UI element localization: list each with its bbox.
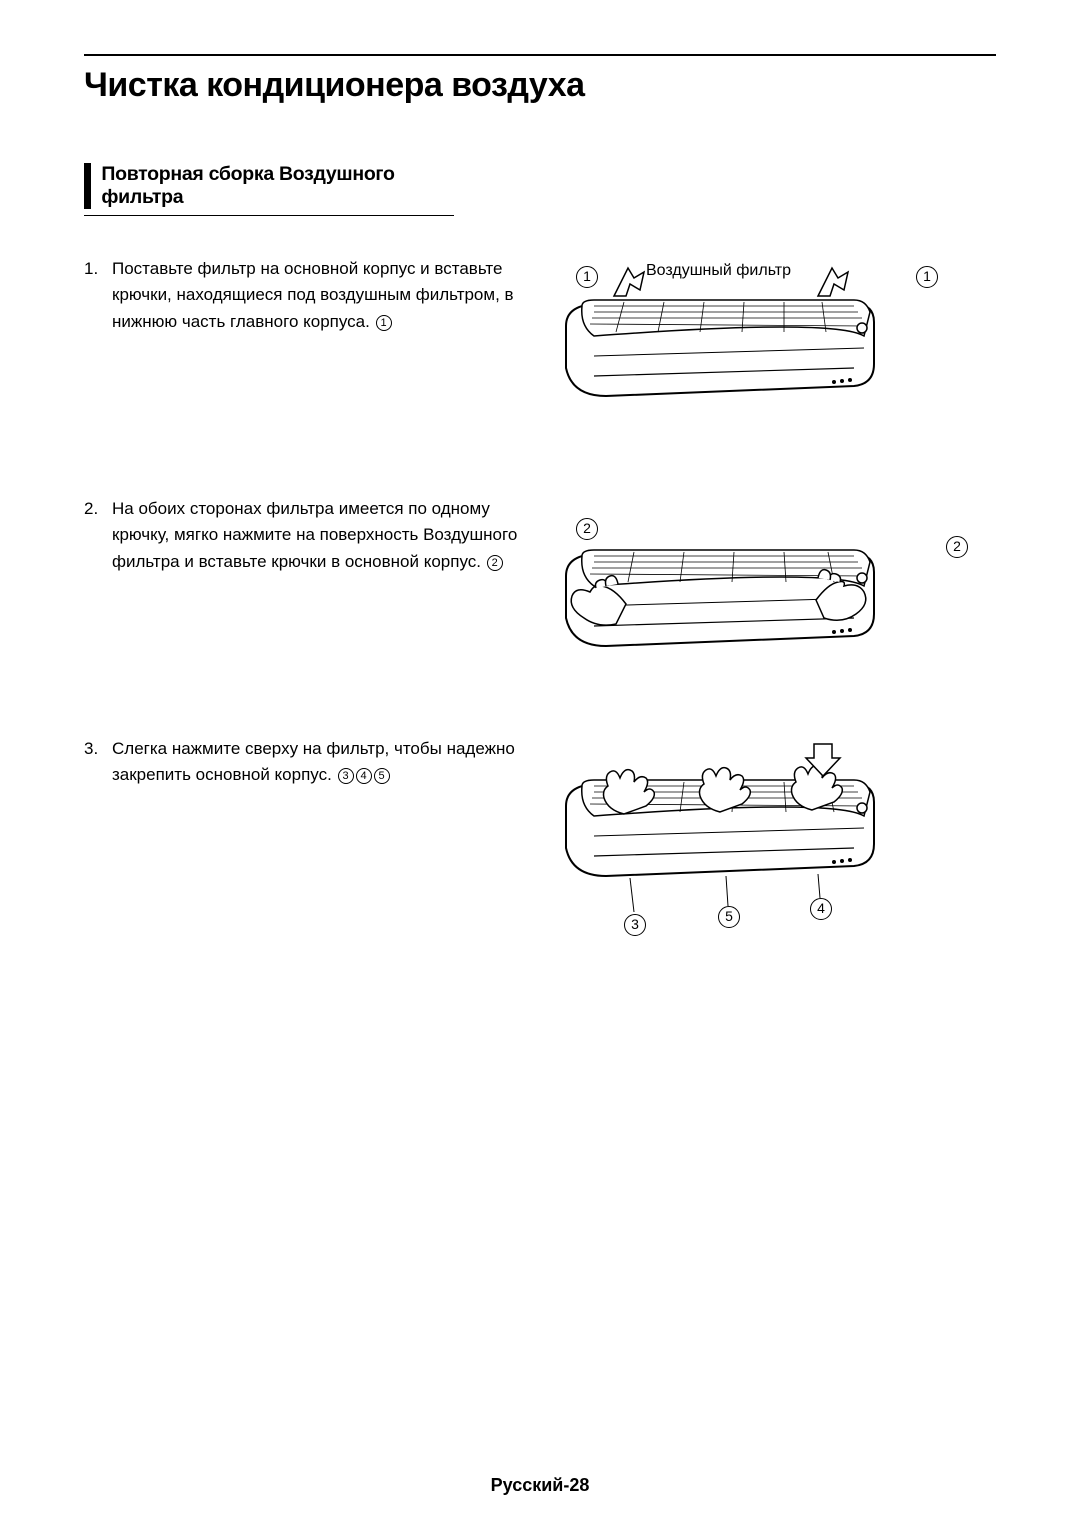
step-row-1: 1. Поставьте фильтр на основной корпус и… bbox=[84, 256, 996, 436]
step-1-number: 1. bbox=[84, 256, 112, 335]
figure-1-illustration bbox=[554, 256, 884, 426]
figure-2: 2 2 bbox=[554, 496, 996, 676]
section-bar bbox=[84, 163, 91, 209]
step-1-ref-1: 1 bbox=[376, 315, 392, 331]
step-1-text: Поставьте фильтр на основной корпус и вс… bbox=[112, 256, 534, 335]
figure-2-illustration bbox=[554, 496, 884, 666]
figure-1-mark-right: 1 bbox=[916, 266, 938, 288]
page-title: Чистка кондиционера воздуха bbox=[84, 66, 996, 105]
step-2-text: На обоих сторонах фильтра имеется по одн… bbox=[112, 496, 534, 575]
figure-2-mark-left: 2 bbox=[576, 518, 598, 540]
step-3-ref-1: 3 bbox=[338, 768, 354, 784]
page-footer: Русский-28 bbox=[0, 1475, 1080, 1496]
step-3-text: Слегка нажмите сверху на фильтр, чтобы н… bbox=[112, 736, 534, 789]
figure-1-caption: Воздушный фильтр bbox=[646, 262, 791, 280]
step-1: 1. Поставьте фильтр на основной корпус и… bbox=[84, 256, 534, 335]
step-1-body-text: Поставьте фильтр на основной корпус и вс… bbox=[112, 259, 514, 331]
step-3: 3. Слегка нажмите сверху на фильтр, чтоб… bbox=[84, 736, 534, 789]
step-2-ref-1: 2 bbox=[487, 555, 503, 571]
figure-1-mark-left: 1 bbox=[576, 266, 598, 288]
step-3-number: 3. bbox=[84, 736, 112, 789]
step-2: 2. На обоих сторонах фильтра имеется по … bbox=[84, 496, 534, 575]
section-title: Повторная сборка Воздушного фильтра bbox=[101, 163, 454, 209]
figure-1: 1 Воздушный фильтр 1 bbox=[554, 256, 996, 436]
step-2-body-text: На обоих сторонах фильтра имеется по одн… bbox=[112, 499, 517, 571]
figure-3: 3 5 4 bbox=[554, 736, 996, 956]
step-2-number: 2. bbox=[84, 496, 112, 575]
figure-2-mark-right: 2 bbox=[946, 536, 968, 558]
figure-3-leaders bbox=[554, 868, 884, 928]
step-3-ref-2: 4 bbox=[356, 768, 372, 784]
section-header: Повторная сборка Воздушного фильтра bbox=[84, 163, 454, 216]
top-rule bbox=[84, 54, 996, 56]
step-row-2: 2. На обоих сторонах фильтра имеется по … bbox=[84, 496, 996, 676]
step-3-ref-3: 5 bbox=[374, 768, 390, 784]
step-3-body-text: Слегка нажмите сверху на фильтр, чтобы н… bbox=[112, 739, 515, 784]
step-row-3: 3. Слегка нажмите сверху на фильтр, чтоб… bbox=[84, 736, 996, 956]
